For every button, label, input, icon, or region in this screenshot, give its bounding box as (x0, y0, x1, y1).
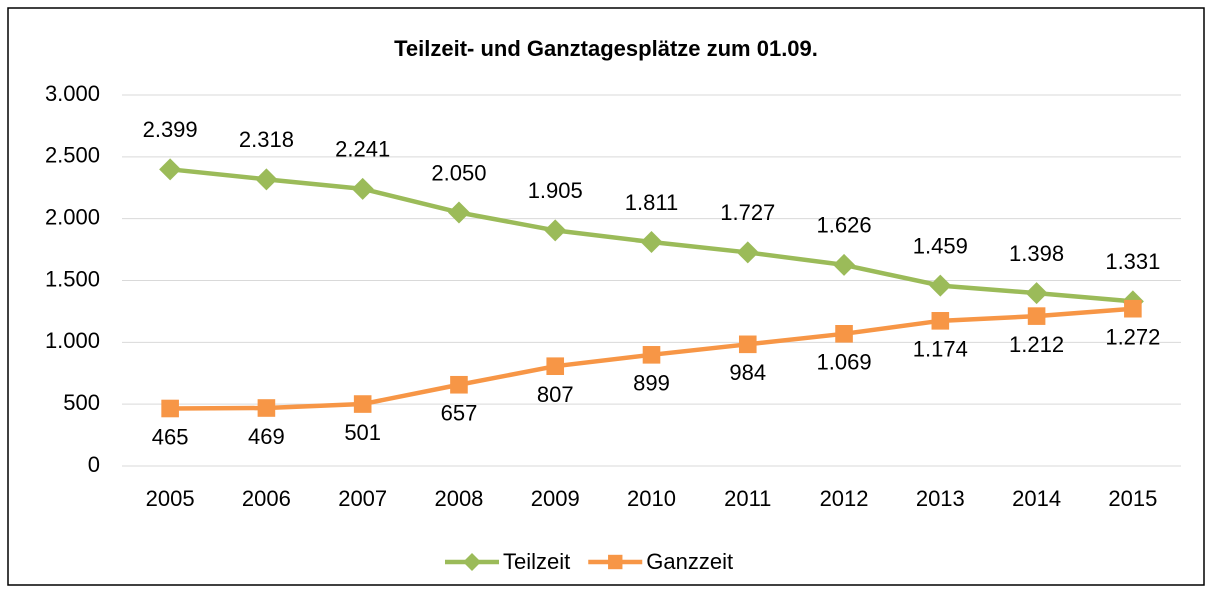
data-label: 1.212 (1009, 332, 1064, 357)
marker (835, 325, 853, 343)
marker (546, 357, 565, 376)
data-label: 2.399 (143, 117, 198, 142)
marker (447, 201, 470, 224)
marker (642, 346, 661, 364)
y-tick-label: 2.500 (45, 143, 100, 168)
marker (353, 395, 372, 413)
y-tick-label: 1.500 (45, 266, 100, 291)
data-label: 807 (537, 382, 574, 407)
data-label: 2.050 (431, 160, 486, 185)
data-label: 657 (441, 401, 478, 426)
marker (736, 241, 759, 264)
data-label: 899 (633, 371, 670, 396)
marker (351, 177, 374, 200)
y-tick-label: 3.000 (45, 81, 100, 106)
data-label: 1.626 (817, 213, 872, 238)
y-tick-label: 0 (88, 452, 100, 477)
x-tick-label: 2008 (434, 486, 483, 511)
chart-title: Teilzeit- und Ganztagesplätze zum 01.09. (394, 36, 818, 61)
marker (1027, 307, 1046, 325)
data-label: 1.069 (817, 350, 872, 375)
x-tick-label: 2012 (820, 486, 869, 511)
marker (1124, 299, 1142, 318)
data-label: 1.331 (1105, 249, 1160, 274)
x-tick-label: 2014 (1012, 486, 1061, 511)
data-label: 469 (248, 424, 285, 449)
marker (931, 312, 950, 330)
data-label: 1.811 (625, 190, 678, 215)
marker (544, 219, 567, 242)
marker (929, 274, 952, 297)
data-label: 1.459 (913, 233, 968, 258)
marker (257, 399, 276, 417)
x-tick-label: 2006 (242, 486, 291, 511)
marker (833, 253, 856, 276)
y-tick-label: 2.000 (45, 204, 100, 229)
x-tick-label: 2005 (146, 486, 195, 511)
marker (463, 553, 481, 571)
x-tick-label: 2015 (1108, 486, 1157, 511)
marker (159, 158, 182, 181)
marker (255, 168, 278, 191)
marker (1025, 282, 1048, 305)
data-label: 1.272 (1105, 325, 1160, 350)
data-label: 1.174 (913, 337, 968, 362)
legend-label: Teilzeit (503, 549, 570, 574)
data-label: 1.905 (528, 178, 583, 203)
data-label: 1.398 (1009, 241, 1064, 266)
chart-border (7, 7, 1205, 586)
x-tick-label: 2010 (627, 486, 676, 511)
x-tick-label: 2011 (724, 486, 771, 511)
marker (161, 399, 179, 418)
y-tick-label: 500 (63, 390, 100, 415)
data-label: 2.318 (239, 127, 294, 152)
data-label: 465 (152, 424, 189, 449)
y-tick-label: 1.000 (45, 328, 100, 353)
marker (640, 231, 663, 254)
x-tick-label: 2007 (338, 486, 387, 511)
data-label: 501 (344, 420, 381, 445)
data-label: 1.727 (720, 200, 775, 225)
legend-label: Ganzzeit (646, 549, 733, 574)
marker (738, 335, 757, 354)
x-tick-label: 2013 (916, 486, 965, 511)
data-label: 984 (729, 360, 766, 385)
x-tick-label: 2009 (531, 486, 580, 511)
marker (608, 554, 623, 570)
marker (450, 375, 468, 394)
data-label: 2.241 (335, 137, 390, 162)
